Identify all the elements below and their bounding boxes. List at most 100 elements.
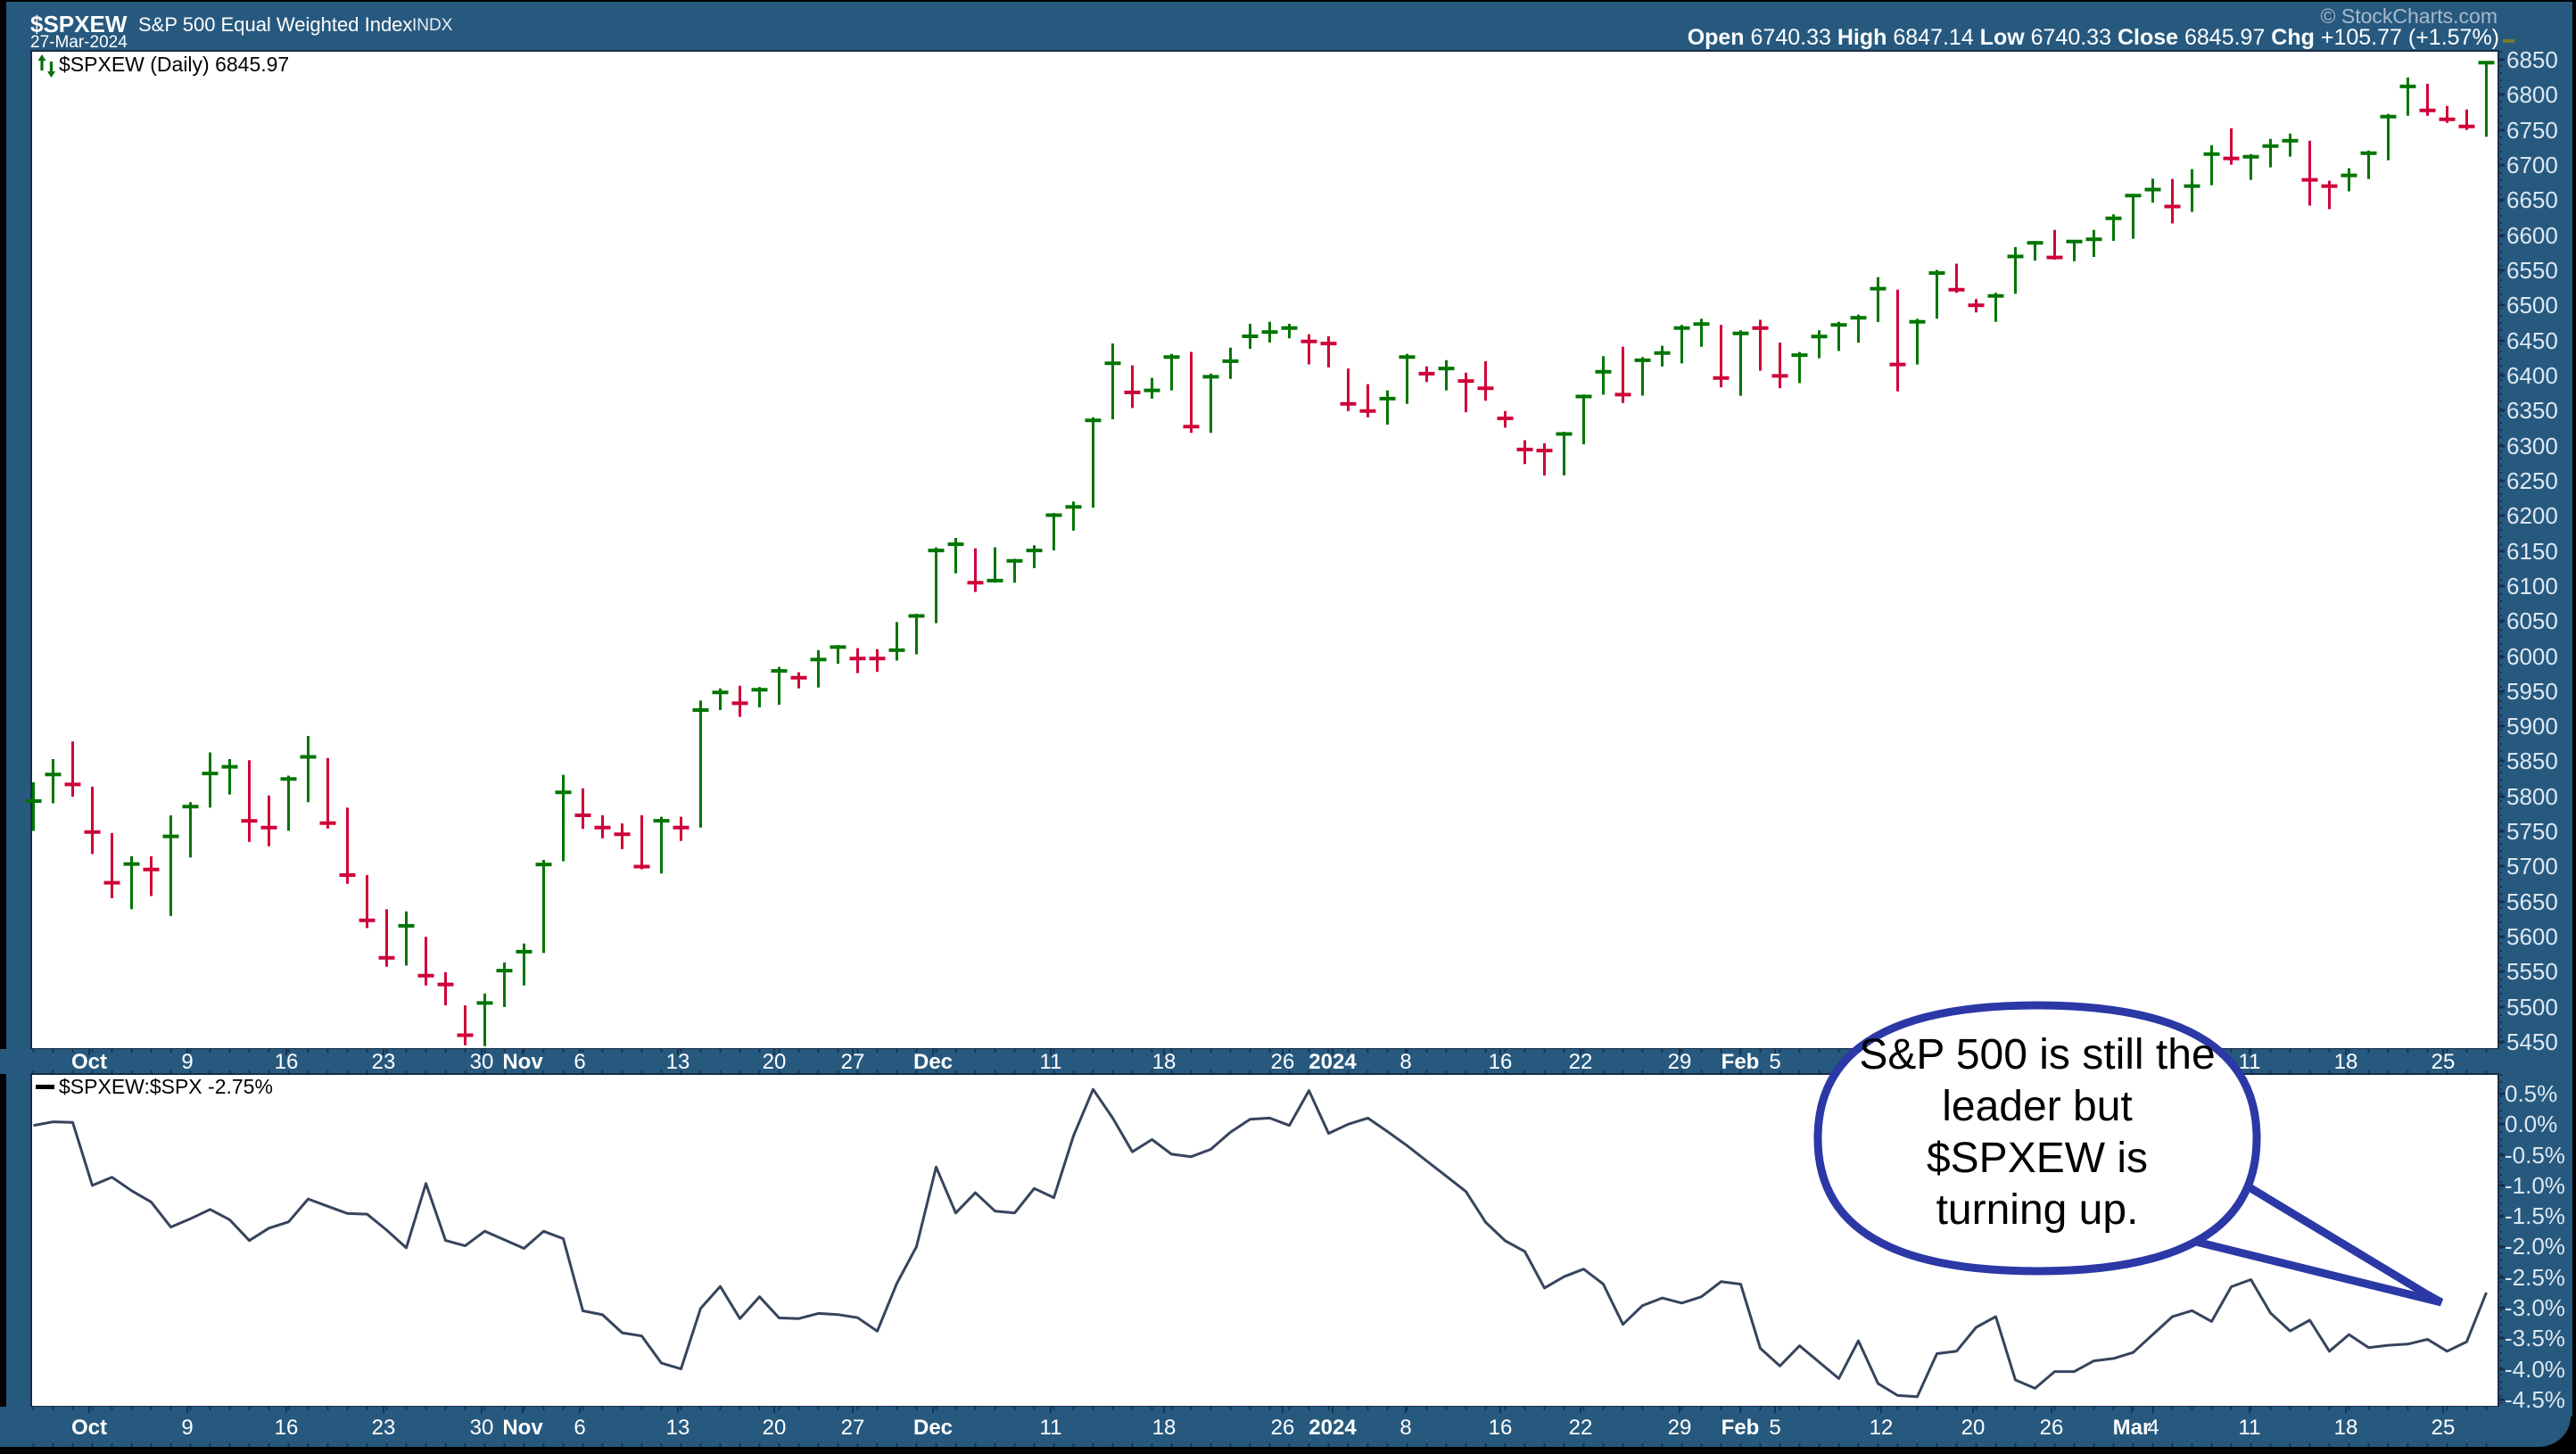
svg-text:2024: 2024 [1309,1050,1357,1074]
svg-text:16: 16 [275,1050,299,1074]
svg-text:6800: 6800 [2506,81,2558,108]
svg-text:26: 26 [2040,1416,2064,1440]
svg-text:16: 16 [1489,1050,1513,1074]
svg-text:8: 8 [1399,1416,1411,1440]
svg-text:5850: 5850 [2506,748,2558,774]
svg-text:6050: 6050 [2506,607,2558,634]
svg-text:27-Mar-2024: 27-Mar-2024 [30,33,128,52]
svg-text:6600: 6600 [2506,222,2558,249]
svg-text:6150: 6150 [2506,538,2558,565]
svg-text:16: 16 [1489,1416,1513,1440]
svg-text:13: 13 [666,1050,690,1074]
svg-text:Nov: Nov [502,1050,543,1074]
svg-text:5550: 5550 [2506,958,2558,985]
svg-text:5450: 5450 [2506,1029,2558,1055]
svg-text:2024: 2024 [1309,1416,1357,1440]
svg-text:leader but: leader but [1942,1083,2133,1130]
svg-text:5950: 5950 [2506,678,2558,705]
svg-text:-2.0%: -2.0% [2505,1233,2565,1260]
svg-text:26: 26 [1271,1050,1295,1074]
svg-text:4: 4 [2147,1416,2159,1440]
svg-text:6850: 6850 [2506,46,2558,73]
svg-text:5750: 5750 [2506,818,2558,845]
svg-text:29: 29 [1668,1416,1692,1440]
svg-text:5500: 5500 [2506,994,2558,1020]
svg-text:18: 18 [1152,1050,1177,1074]
svg-text:$SPXEW is: $SPXEW is [1927,1135,2148,1182]
svg-text:-2.5%: -2.5% [2505,1264,2565,1291]
svg-text:18: 18 [1152,1416,1177,1440]
svg-text:22: 22 [1569,1416,1593,1440]
svg-text:18: 18 [2334,1416,2358,1440]
svg-text:12: 12 [1870,1416,1894,1440]
svg-text:22: 22 [1569,1050,1593,1074]
svg-text:Dec: Dec [913,1416,953,1440]
svg-text:26: 26 [1271,1416,1295,1440]
svg-text:-0.5%: -0.5% [2505,1142,2565,1169]
svg-text:© StockCharts.com: © StockCharts.com [2321,4,2498,28]
svg-text:Open 6740.33 High 6847.14 Low: Open 6740.33 High 6847.14 Low 6740.33 Cl… [1688,25,2499,50]
svg-text:6250: 6250 [2506,467,2558,494]
svg-text:9: 9 [181,1050,193,1074]
svg-text:5: 5 [1769,1416,1780,1440]
svg-text:20: 20 [1961,1416,1986,1440]
svg-text:20: 20 [763,1050,787,1074]
svg-text:Feb: Feb [1721,1050,1760,1074]
svg-text:Mar: Mar [2113,1416,2151,1440]
svg-text:S&P 500 is still the: S&P 500 is still the [1859,1031,2215,1078]
svg-text:INDX: INDX [412,16,453,35]
svg-text:-1.0%: -1.0% [2505,1172,2565,1199]
svg-text:23: 23 [372,1416,396,1440]
svg-text:9: 9 [181,1416,193,1440]
svg-text:$SPXEW: $SPXEW [30,11,128,37]
svg-text:6450: 6450 [2506,327,2558,354]
svg-text:0.0%: 0.0% [2505,1111,2557,1137]
svg-text:-3.5%: -3.5% [2505,1325,2565,1351]
svg-text:$SPXEW:$SPX -2.75%: $SPXEW:$SPX -2.75% [59,1075,273,1098]
svg-text:Oct: Oct [71,1050,107,1074]
svg-text:6500: 6500 [2506,292,2558,318]
svg-text:5600: 5600 [2506,923,2558,950]
svg-text:5800: 5800 [2506,783,2558,810]
svg-text:6650: 6650 [2506,186,2558,213]
svg-text:-3.0%: -3.0% [2505,1294,2565,1321]
svg-text:-1.5%: -1.5% [2505,1202,2565,1229]
svg-text:Feb: Feb [1721,1416,1760,1440]
svg-text:6350: 6350 [2506,397,2558,424]
svg-text:Nov: Nov [502,1416,543,1440]
svg-text:5900: 5900 [2506,713,2558,739]
svg-text:27: 27 [841,1416,865,1440]
svg-text:6100: 6100 [2506,573,2558,599]
svg-text:6: 6 [574,1050,585,1074]
svg-text:Oct: Oct [71,1416,107,1440]
svg-text:20: 20 [763,1416,787,1440]
svg-text:8: 8 [1399,1050,1411,1074]
svg-text:5: 5 [1769,1050,1780,1074]
svg-text:29: 29 [1668,1050,1692,1074]
svg-text:6000: 6000 [2506,643,2558,670]
svg-text:30: 30 [470,1050,494,1074]
svg-text:Dec: Dec [913,1050,953,1074]
svg-text:5650: 5650 [2506,888,2558,915]
svg-text:11: 11 [1040,1050,1062,1074]
svg-text:11: 11 [2239,1416,2261,1440]
svg-text:-4.5%: -4.5% [2505,1386,2565,1413]
svg-text:$SPXEW (Daily) 6845.97: $SPXEW (Daily) 6845.97 [59,53,289,76]
svg-text:11: 11 [1040,1416,1062,1440]
svg-text:13: 13 [666,1416,690,1440]
svg-text:25: 25 [2432,1416,2456,1440]
svg-text:27: 27 [841,1050,865,1074]
svg-text:6700: 6700 [2506,152,2558,178]
svg-text:0.5%: 0.5% [2505,1080,2557,1107]
svg-text:6750: 6750 [2506,117,2558,144]
svg-text:18: 18 [2334,1050,2358,1074]
svg-text:turning up.: turning up. [1936,1186,2139,1234]
svg-text:-4.0%: -4.0% [2505,1356,2565,1383]
svg-text:6: 6 [574,1416,585,1440]
svg-text:6400: 6400 [2506,362,2558,389]
svg-text:25: 25 [2432,1050,2456,1074]
svg-text:6200: 6200 [2506,502,2558,529]
svg-text:23: 23 [372,1050,396,1074]
svg-text:16: 16 [275,1416,299,1440]
svg-text:11: 11 [2239,1050,2261,1074]
